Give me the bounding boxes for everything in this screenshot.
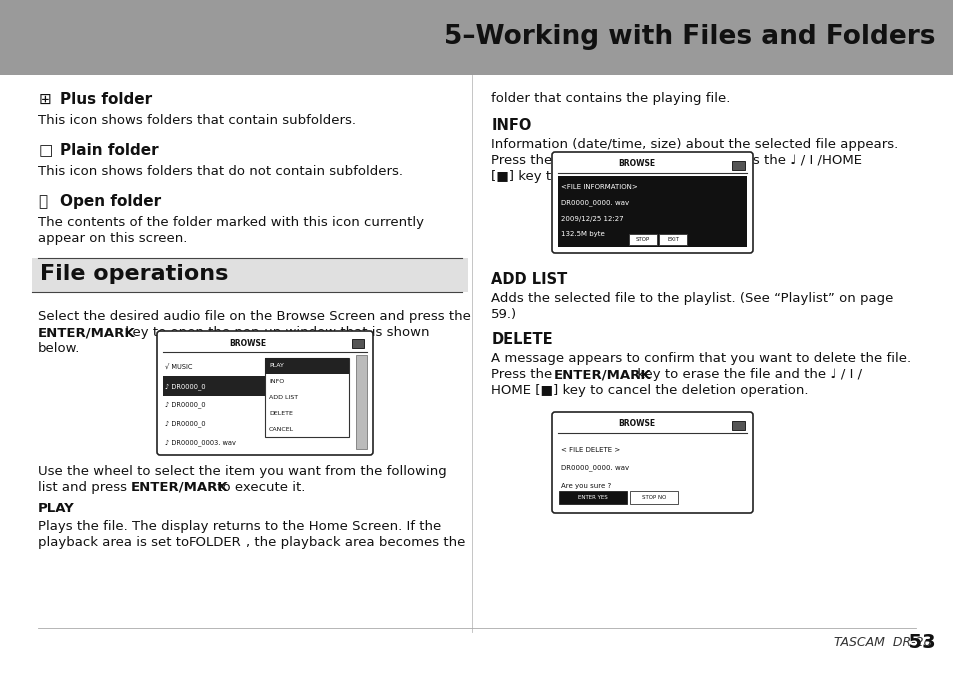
Text: This icon shows folders that contain subfolders.: This icon shows folders that contain sub… (38, 114, 355, 127)
Text: ⊞: ⊞ (38, 92, 51, 107)
Bar (731, 421, 744, 430)
FancyBboxPatch shape (552, 412, 752, 513)
Bar (163, 376, 267, 396)
Text: [■] key to return to the: [■] key to return to the (491, 170, 652, 183)
Text: below.: below. (38, 342, 80, 355)
Text: INFO: INFO (491, 118, 531, 133)
Text: Select the desired audio file on the Browse Screen and press the: Select the desired audio file on the Bro… (38, 310, 471, 323)
Text: key again or press the ♩ / I /HOME: key again or press the ♩ / I /HOME (633, 154, 862, 167)
Text: ♪ DR0000_0: ♪ DR0000_0 (165, 383, 206, 390)
Text: 59.): 59.) (491, 308, 517, 321)
Text: <FILE INFORMATION>: <FILE INFORMATION> (560, 184, 638, 190)
Text: list and press: list and press (38, 481, 132, 494)
Text: Plus folder: Plus folder (60, 92, 152, 107)
Text: ENTER/MARK: ENTER/MARK (553, 368, 650, 381)
Text: Use the wheel to select the item you want from the following: Use the wheel to select the item you wan… (38, 465, 446, 478)
Text: FOLDER: FOLDER (189, 536, 242, 549)
Text: < FILE DELETE >: < FILE DELETE > (560, 447, 619, 453)
Bar (628, 234, 657, 245)
Text: EXIT: EXIT (666, 237, 679, 242)
Text: INFO: INFO (269, 379, 284, 384)
Text: key to open the pop-up window that is shown: key to open the pop-up window that is sh… (121, 326, 429, 339)
Text: ADD LIST: ADD LIST (269, 395, 297, 400)
Text: ♪ DR0000_0003. wav: ♪ DR0000_0003. wav (165, 439, 235, 446)
Text: √ MUSIC: √ MUSIC (165, 364, 193, 371)
Bar (659, 234, 686, 245)
Text: BROWSE: BROWSE (618, 420, 655, 428)
Text: STOP: STOP (636, 237, 650, 242)
Text: DELETE: DELETE (491, 332, 553, 347)
Text: Press the: Press the (491, 368, 557, 381)
Text: CANCEL: CANCEL (269, 426, 294, 432)
Text: ♪ DR0000_0: ♪ DR0000_0 (165, 420, 206, 427)
Text: Press the: Press the (491, 154, 557, 167)
Bar (265, 358, 349, 374)
Text: DELETE: DELETE (269, 411, 293, 415)
Text: HOME [■] key to cancel the deletion operation.: HOME [■] key to cancel the deletion oper… (491, 384, 808, 397)
Text: File operations: File operations (40, 264, 229, 284)
Text: BROWSE: BROWSE (642, 170, 701, 183)
Bar (265, 358, 349, 437)
Text: key to erase the file and the ♩ / I /: key to erase the file and the ♩ / I / (633, 368, 862, 381)
Text: BROWSE: BROWSE (230, 339, 267, 347)
Bar (558, 176, 746, 247)
Text: ENTER YES: ENTER YES (578, 495, 607, 500)
Text: □: □ (38, 143, 52, 158)
Text: , the playback area becomes the: , the playback area becomes the (246, 536, 465, 549)
Text: 132.5M byte: 132.5M byte (560, 231, 604, 237)
Bar (731, 161, 744, 170)
Text: TASCAM  DR-2d: TASCAM DR-2d (834, 636, 935, 649)
Text: Open folder: Open folder (60, 194, 161, 209)
Text: ⧉: ⧉ (38, 194, 48, 209)
Text: Plain folder: Plain folder (60, 143, 158, 158)
Text: Plays the file. The display returns to the Home Screen. If the: Plays the file. The display returns to t… (38, 520, 441, 533)
Text: ENTER/MARK: ENTER/MARK (131, 481, 229, 494)
Text: folder that contains the playing file.: folder that contains the playing file. (491, 92, 730, 105)
Text: to execute it.: to execute it. (213, 481, 305, 494)
Bar (352, 339, 364, 348)
FancyBboxPatch shape (157, 331, 373, 455)
Text: 53: 53 (814, 632, 935, 651)
Text: BROWSE: BROWSE (618, 160, 655, 169)
Text: A message appears to confirm that you want to delete the file.: A message appears to confirm that you wa… (491, 352, 910, 365)
Text: playback area is set to: playback area is set to (38, 536, 193, 549)
Text: screen.: screen. (696, 170, 748, 183)
Bar (32, 258, 468, 292)
Text: PLAY: PLAY (38, 502, 75, 515)
Text: Adds the selected file to the playlist. (See “Playlist” on page: Adds the selected file to the playlist. … (491, 292, 893, 305)
Text: ENTER/MARK: ENTER/MARK (553, 154, 650, 167)
Bar (629, 491, 678, 504)
Text: STOP NO: STOP NO (641, 495, 665, 500)
Text: PLAY: PLAY (269, 363, 284, 369)
Bar (355, 355, 367, 449)
Text: 2009/12/25 12:27: 2009/12/25 12:27 (560, 216, 623, 222)
Text: The contents of the folder marked with this icon currently: The contents of the folder marked with t… (38, 216, 424, 229)
Text: ENTER/MARK: ENTER/MARK (38, 326, 135, 339)
Text: Are you sure ?: Are you sure ? (560, 483, 611, 489)
Text: This icon shows folders that do not contain subfolders.: This icon shows folders that do not cont… (38, 165, 403, 178)
Bar (0, 0, 953, 75)
Text: appear on this screen.: appear on this screen. (38, 232, 188, 245)
FancyBboxPatch shape (552, 152, 752, 253)
Text: ♪ DR0000_0: ♪ DR0000_0 (165, 402, 206, 409)
Text: DR0000_0000. wav: DR0000_0000. wav (560, 199, 628, 206)
Text: 5–Working with Files and Folders: 5–Working with Files and Folders (444, 24, 935, 50)
Bar (558, 491, 626, 504)
Text: Information (date/time, size) about the selected file appears.: Information (date/time, size) about the … (491, 138, 898, 151)
Text: ADD LIST: ADD LIST (491, 272, 567, 287)
Text: DR0000_0000. wav: DR0000_0000. wav (560, 464, 628, 471)
